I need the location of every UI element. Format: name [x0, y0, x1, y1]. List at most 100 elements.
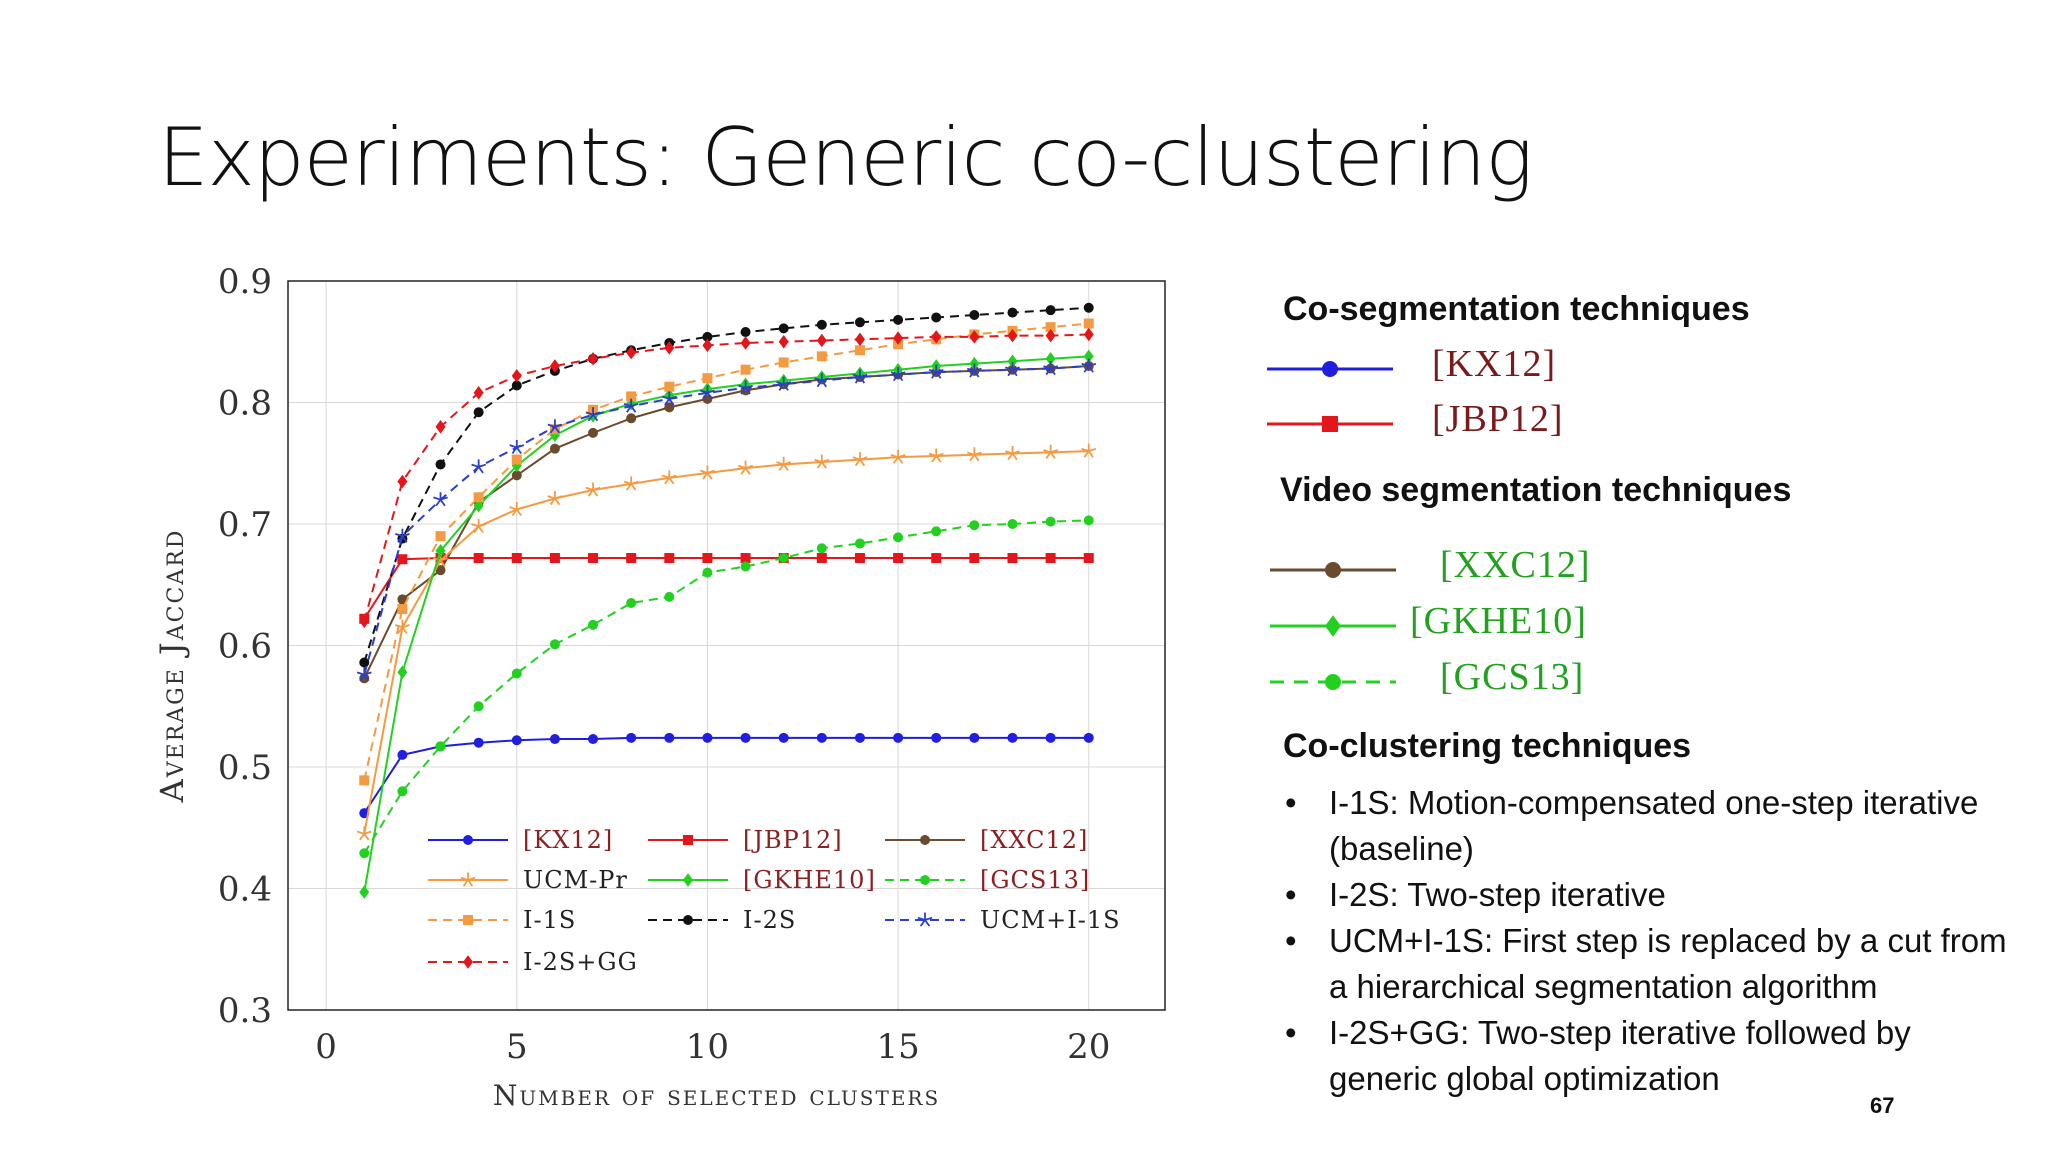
point-ucm-i-1s: [356, 667, 372, 682]
point-i-2s-gg: [397, 474, 408, 489]
series-i-2s-gg: [359, 327, 1094, 628]
point-kx12: [1083, 732, 1094, 743]
legend-label-ucm-pr: UCM-Pr: [523, 866, 628, 894]
point-i-1s: [664, 381, 675, 392]
series-line-kx12: [363, 736, 1089, 814]
point-ucm-pr: [1005, 446, 1020, 461]
point-gcs13: [435, 741, 446, 752]
point-i-2s-gg: [511, 369, 522, 383]
point-gcs13: [359, 848, 370, 859]
point-jbp12: [740, 553, 751, 564]
legend-marker-ucm-pr: [460, 872, 476, 887]
point-i-2s: [702, 331, 713, 342]
x-axis-label: Number of selected clusters: [493, 1079, 940, 1112]
point-i-2s-gg: [626, 345, 637, 360]
legend-label-gkhe10: [GKHE10]: [743, 866, 876, 894]
point-xxc12: [664, 402, 675, 413]
point-i-2s: [1007, 307, 1018, 318]
point-kx12: [511, 735, 522, 746]
series-i-1s: [359, 318, 1094, 786]
point-kx12: [931, 732, 942, 743]
series-line-i-1s: [363, 322, 1089, 781]
x-tick-label: 5: [506, 1027, 528, 1067]
point-i-2s-gg: [664, 341, 675, 355]
point-i-1s: [473, 492, 484, 503]
point-i-2s: [816, 319, 827, 330]
point-ucm-i-1s: [1043, 360, 1059, 376]
point-gkhe10: [435, 543, 446, 558]
point-xxc12: [359, 673, 370, 684]
point-gcs13: [969, 520, 980, 531]
point-ucm-i-1s: [890, 367, 906, 382]
point-i-2s: [854, 317, 865, 328]
y-tick-label: 0.9: [218, 262, 272, 302]
point-i-1s: [778, 357, 789, 368]
point-ucm-pr: [928, 448, 944, 463]
series-jbp12: [359, 553, 1094, 624]
y-tick-label: 0.4: [218, 870, 272, 910]
series-line-i-2s: [363, 306, 1089, 663]
point-gcs13: [1083, 515, 1094, 526]
point-i-1s: [626, 391, 637, 402]
point-jbp12: [1045, 553, 1056, 564]
y-tick-label: 0.6: [218, 627, 272, 667]
legend-marker-i-1s: [463, 915, 473, 925]
point-ucm-i-1s: [623, 398, 639, 413]
slide-title: Experiments: Generic co-clustering: [158, 111, 1533, 204]
legend-marker-gcs13: [920, 875, 930, 885]
point-gkhe10: [1045, 352, 1056, 366]
point-ucm-pr: [623, 476, 639, 491]
point-kx12: [397, 749, 408, 760]
legend-marker-kx12: [463, 835, 473, 845]
point-gcs13: [664, 591, 675, 602]
series-line-gcs13: [363, 519, 1089, 854]
point-ucm-i-1s: [776, 376, 792, 391]
point-jbp12: [664, 553, 675, 564]
point-kx12: [816, 732, 827, 743]
point-i-2s-gg: [740, 336, 751, 350]
point-kx12: [969, 732, 980, 743]
tick-labels: 0 5 10 15 20 0.3 0.4 0.5 0.6 0.7 0.8 0.9: [218, 262, 1110, 1067]
point-i-2s: [931, 312, 942, 323]
point-ucm-i-1s: [509, 439, 525, 455]
y-tick-label: 0.7: [218, 505, 272, 545]
point-ucm-i-1s: [738, 380, 753, 395]
point-i-1s: [816, 351, 827, 362]
point-ucm-pr: [738, 460, 753, 475]
series-xxc12: [359, 361, 1094, 684]
legend-label-kx12: [KX12]: [523, 826, 613, 854]
series-gkhe10: [359, 349, 1094, 899]
point-kx12: [664, 732, 675, 743]
legend-marker-i-2s-gg: [463, 955, 473, 969]
point-kx12: [549, 734, 560, 745]
point-jbp12: [549, 553, 560, 564]
y-tick-label: 0.3: [218, 991, 272, 1031]
point-i-1s: [511, 454, 522, 465]
point-i-1s: [359, 775, 370, 786]
point-gcs13: [778, 553, 789, 564]
x-tick-label: 10: [686, 1027, 729, 1067]
series-line-ucm-pr: [363, 450, 1089, 835]
point-ucm-i-1s: [661, 391, 677, 406]
point-i-2s-gg: [854, 332, 865, 347]
point-gkhe10: [397, 665, 408, 679]
point-ucm-i-1s: [433, 492, 448, 507]
page-number: 67: [1870, 1093, 1895, 1118]
point-i-2s: [969, 310, 980, 321]
series-ucm-i-1s: [356, 358, 1097, 682]
point-gcs13: [626, 597, 637, 608]
point-gcs13: [854, 538, 865, 549]
point-gcs13: [1045, 516, 1056, 527]
point-i-1s: [854, 345, 865, 356]
point-i-2s-gg: [359, 614, 370, 628]
point-jbp12: [626, 553, 637, 564]
legend-label-xxc12: [XXC12]: [980, 826, 1088, 854]
legend-label-ucm-i-1s: UCM+I-1S: [980, 906, 1121, 934]
point-gcs13: [511, 668, 522, 679]
point-ucm-pr: [966, 447, 982, 462]
point-i-1s: [397, 604, 408, 615]
point-xxc12: [397, 594, 408, 605]
point-ucm-pr: [356, 826, 372, 841]
point-ucm-i-1s: [928, 364, 944, 379]
